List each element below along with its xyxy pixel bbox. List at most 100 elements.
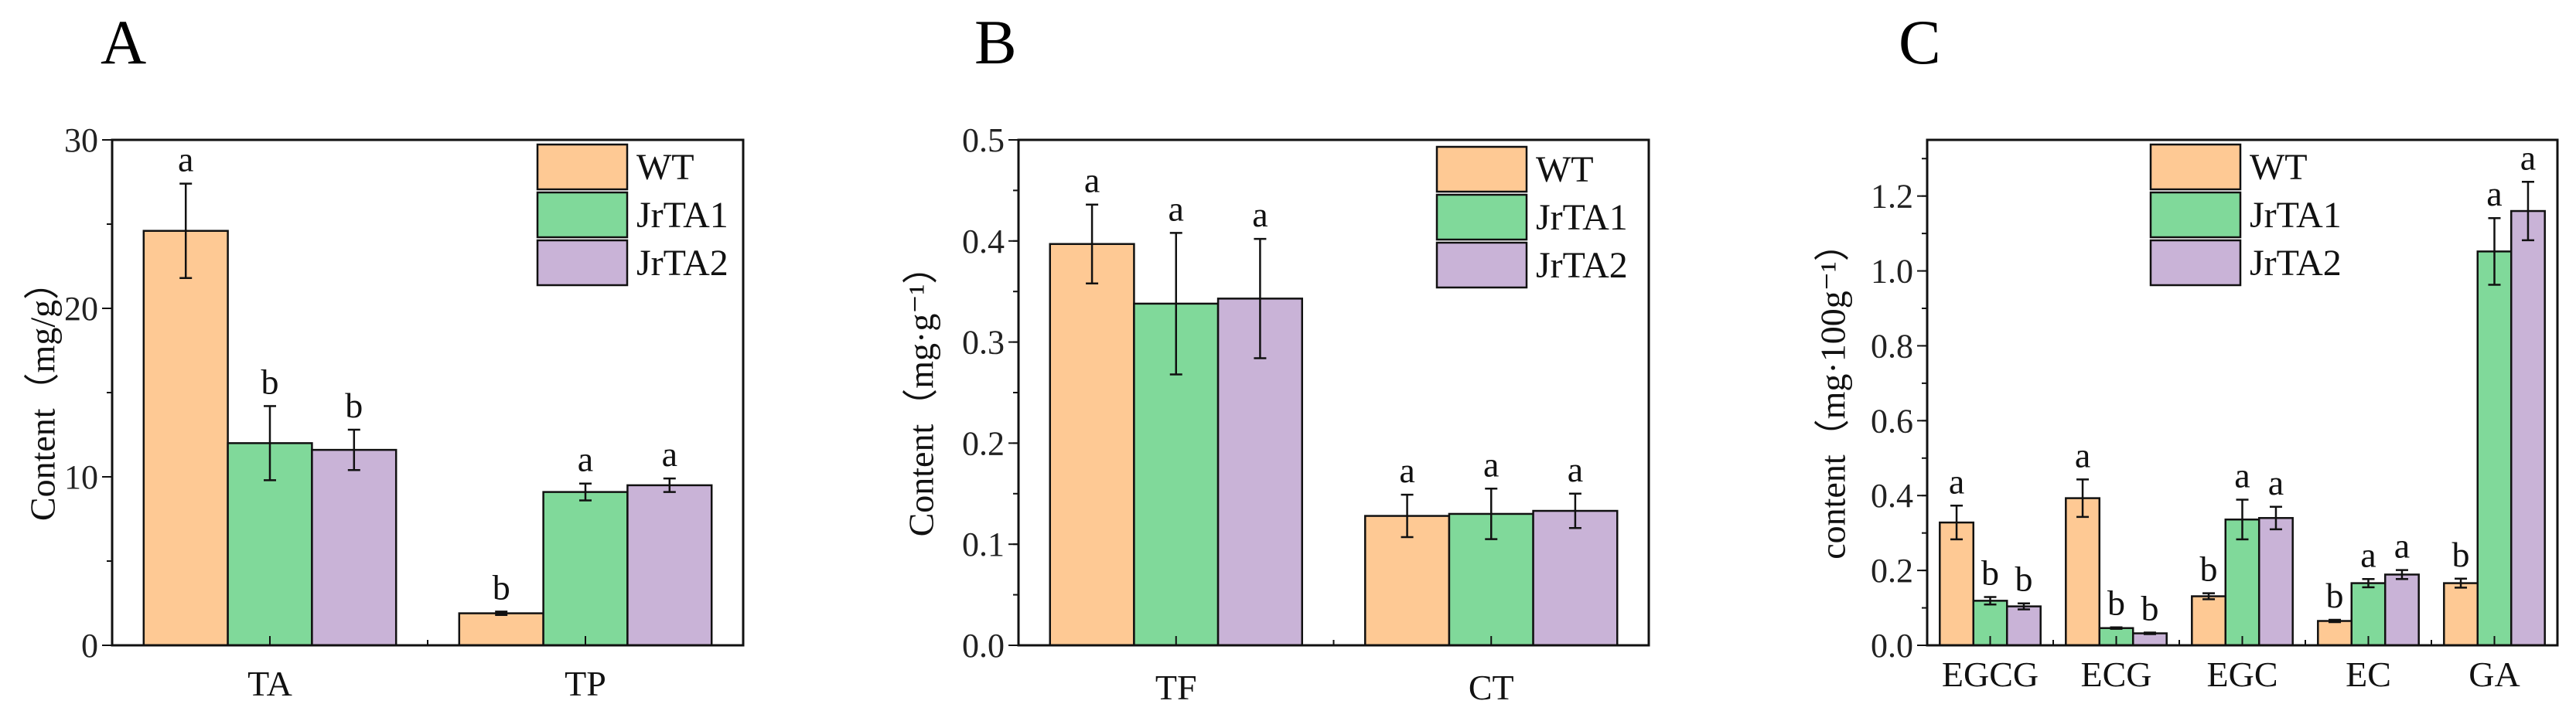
bar-JrTA1-GA [2476, 250, 2513, 647]
y-tick-label: 0.2 [962, 424, 1005, 462]
legend-swatch-WT [2149, 143, 2242, 191]
significance-letter: a [1568, 450, 1583, 489]
y-tick-label: 1.2 [1871, 178, 1913, 216]
axes-frame [111, 138, 745, 647]
significance-letter: a [578, 440, 593, 479]
significance-letter: a [2360, 535, 2376, 574]
significance-letter: b [2015, 560, 2032, 599]
legend-label: WT [1536, 149, 1594, 190]
y-axis-label: Content（mg·g⁻¹） [902, 249, 941, 537]
significance-letter: b [493, 567, 510, 607]
legend-label: JrTA1 [2250, 195, 2342, 236]
legend-label: WT [2250, 147, 2308, 188]
legend: WT JrTA1 JrTA2 [536, 143, 728, 287]
legend-swatch-WT [1435, 145, 1528, 193]
significance-letter: b [345, 386, 363, 425]
significance-letter: a [2268, 463, 2284, 502]
significance-letter: b [2326, 576, 2344, 615]
y-axis-label: Content（mg/g） [23, 264, 63, 521]
panel-A: A Content（mg/g） a b b TA b a a TP 0 10 20 30 WT JrTA1 Jr… [23, 7, 745, 703]
significance-letter: a [1169, 189, 1184, 228]
y-tick-label: 0.3 [962, 324, 1005, 362]
bar-JrTA2-EC [2383, 573, 2420, 647]
bar-WT-TF [1049, 243, 1135, 647]
axes-frame [1017, 138, 1650, 647]
bar-WT-EGCG [1939, 521, 1975, 647]
legend-label: JrTA1 [1536, 197, 1628, 238]
panel-letter: A [101, 7, 146, 77]
legend: WT JrTA1 JrTA2 [1435, 145, 1628, 289]
panel-letter: B [974, 7, 1017, 77]
bar-WT-EC [2317, 620, 2353, 647]
y-tick-label: 0.8 [1871, 327, 1913, 365]
y-tick-label: 0.6 [1871, 402, 1913, 440]
y-tick-label: 0 [81, 627, 98, 665]
legend-swatch-JrTA1 [1435, 193, 1528, 241]
significance-letter: a [2234, 456, 2250, 495]
legend-label: JrTA2 [1536, 245, 1628, 286]
significance-letter: b [261, 362, 279, 401]
legend-label: JrTA1 [636, 195, 728, 236]
bar-JrTA1-TP [542, 491, 629, 647]
bar-JrTA2-TA [311, 448, 397, 647]
y-tick-label: 0.4 [1871, 477, 1913, 515]
y-tick-label: 0.0 [962, 627, 1005, 665]
legend-swatch-WT [536, 143, 629, 191]
y-tick-label: 0.1 [962, 526, 1005, 563]
significance-letter: a [178, 140, 193, 179]
panel-letter: C [1899, 7, 1941, 77]
significance-letter: a [2394, 526, 2410, 566]
bar-JrTA2-CT [1532, 509, 1619, 647]
bar-WT-EGC [2191, 595, 2227, 647]
x-tick-label: TA [247, 664, 292, 703]
bar-JrTA2-ECG [2131, 632, 2168, 647]
significance-letter: a [2520, 138, 2536, 177]
significance-letter: b [2141, 589, 2158, 628]
bar-JrTA2-EGC [2257, 517, 2294, 647]
bar-WT-TA [142, 230, 229, 647]
y-tick-label: 0.0 [1871, 627, 1913, 665]
legend-swatch-JrTA2 [1435, 241, 1528, 289]
y-tick-label: 30 [64, 121, 98, 159]
x-tick-label: GA [2469, 655, 2520, 694]
significance-letter: a [1252, 195, 1268, 234]
bar-JrTA2-GA [2509, 209, 2546, 647]
legend-swatch-JrTA1 [2149, 191, 2242, 239]
x-tick-label: TF [1155, 668, 1197, 707]
x-tick-label: CT [1469, 668, 1514, 707]
significance-letter: b [2452, 535, 2470, 574]
legend-label: JrTA2 [636, 243, 728, 284]
axes-frame [1926, 138, 2559, 647]
significance-letter: a [1399, 451, 1414, 490]
panel-B: B Content（mg·g⁻¹） a a a TF a a a CT 0.0 0.1 0.2 0.3 0.… [902, 7, 1650, 707]
bar-WT-TP [458, 612, 544, 647]
significance-letter: a [662, 434, 677, 474]
y-tick-label: 0.4 [962, 223, 1005, 260]
significance-letter: a [2486, 174, 2502, 213]
bar-JrTA1-EC [2350, 582, 2387, 647]
y-tick-label: 1.0 [1871, 253, 1913, 291]
x-tick-label: ECG [2081, 655, 2152, 694]
legend-swatch-JrTA1 [536, 191, 629, 239]
significance-letter: b [1981, 553, 1999, 593]
y-tick-label: 0.2 [1871, 552, 1913, 590]
significance-letter: a [1949, 461, 1964, 501]
y-tick-label: 10 [64, 458, 98, 496]
x-tick-label: EC [2346, 655, 2391, 694]
legend-label: WT [636, 147, 694, 188]
x-tick-label: TP [565, 664, 606, 703]
x-tick-label: EGC [2207, 655, 2278, 694]
y-tick-label: 0.5 [962, 121, 1005, 159]
bar-JrTA2-TP [626, 484, 713, 647]
legend: WT JrTA1 JrTA2 [2149, 143, 2342, 287]
legend-swatch-JrTA2 [2149, 239, 2242, 287]
legend-swatch-JrTA2 [536, 239, 629, 287]
significance-letter: a [1483, 444, 1499, 484]
significance-letter: a [1084, 161, 1100, 200]
significance-letter: a [2075, 435, 2090, 475]
y-axis-label: content（mg·100g⁻¹） [1813, 226, 1853, 560]
x-tick-label: EGCG [1942, 655, 2039, 694]
y-tick-label: 20 [64, 290, 98, 328]
